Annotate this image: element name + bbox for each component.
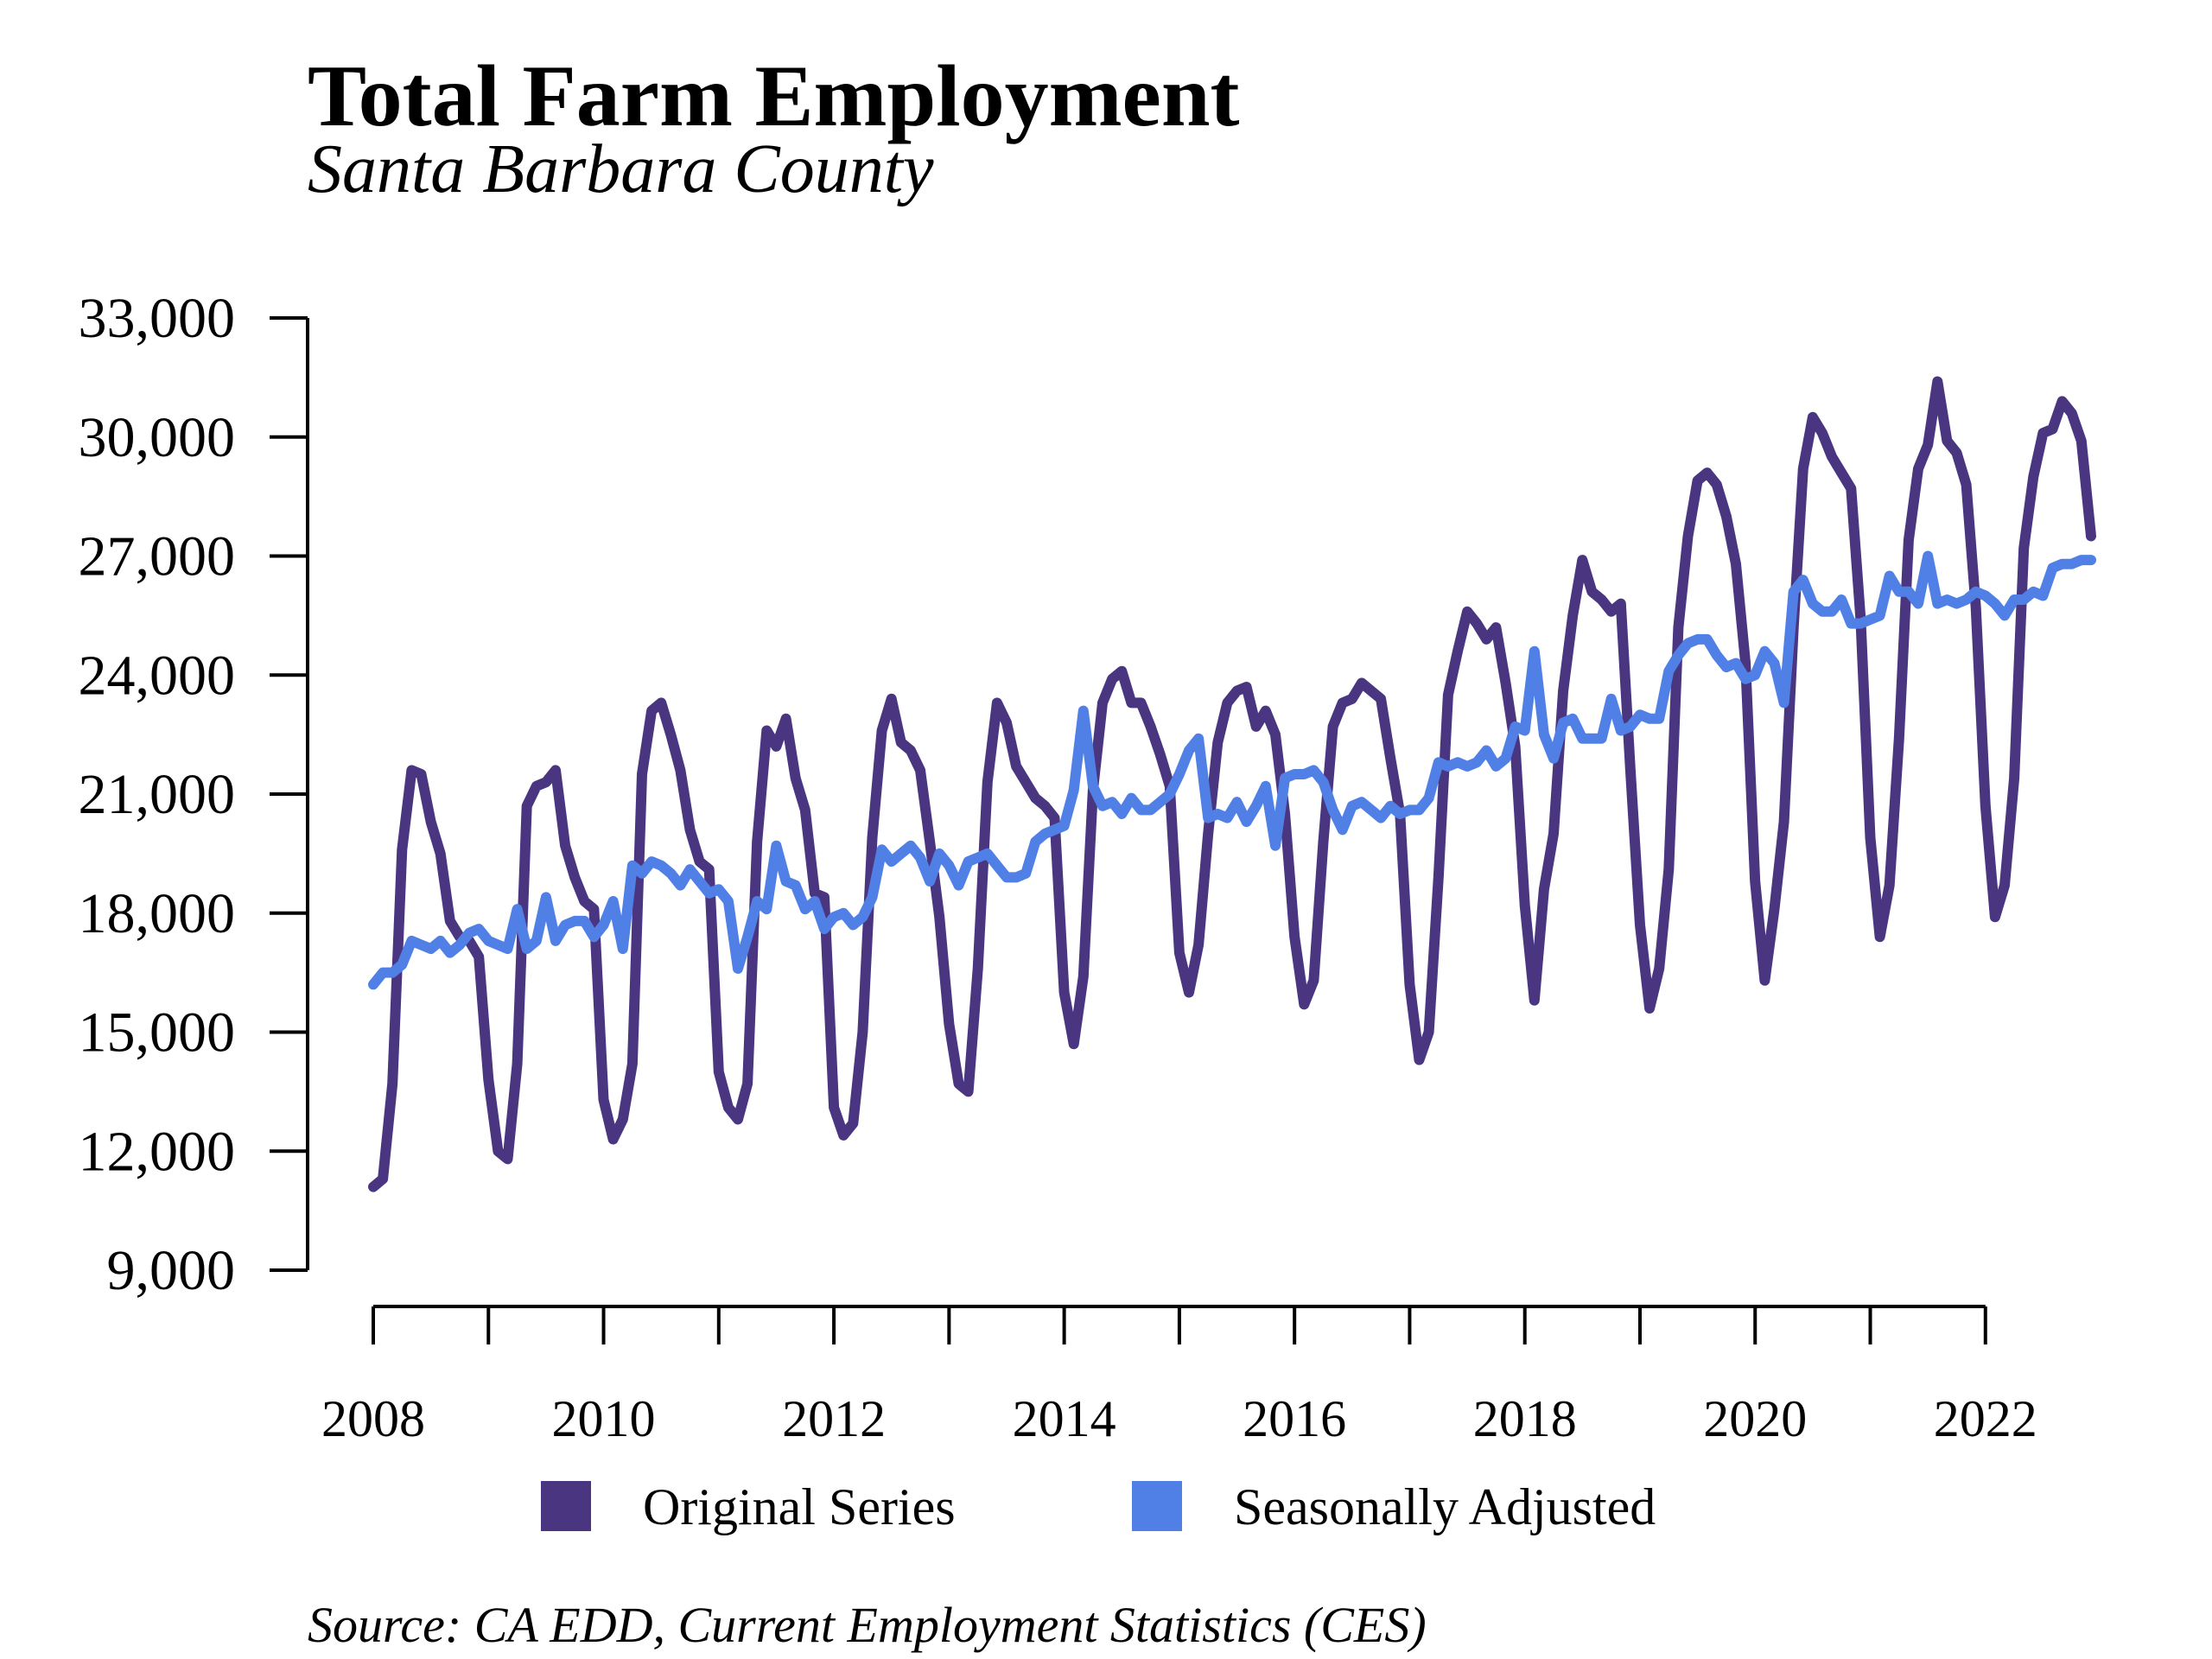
- x-tick-label: 2008: [321, 1390, 425, 1447]
- series-line-original: [368, 376, 2096, 1192]
- x-tick-label: 2010: [552, 1390, 656, 1447]
- x-tick-label: 2012: [782, 1390, 886, 1447]
- legend-label-original: Original Series: [643, 1478, 956, 1535]
- legend-label-seasonal: Seasonally Adjusted: [1234, 1478, 1656, 1535]
- y-tick-label: 24,000: [79, 644, 236, 707]
- chart-title: Total Farm Employment: [308, 48, 1240, 145]
- x-axis: 2008 2010 2012 2014 2016 2018 2020 2022: [321, 1305, 2037, 1447]
- y-tick-label: 33,000: [79, 287, 236, 350]
- y-tick-label: 12,000: [79, 1120, 236, 1183]
- legend: Original Series Seasonally Adjusted: [541, 1478, 1656, 1535]
- x-tick-label: 2014: [1013, 1390, 1116, 1447]
- x-tick-label: 2018: [1473, 1390, 1577, 1447]
- y-tick-label: 15,000: [79, 1001, 236, 1065]
- x-tick-label: 2020: [1703, 1390, 1807, 1447]
- series-line-seasonal: [368, 550, 2096, 990]
- plot-area: [368, 376, 2096, 1192]
- source-note: Source: CA EDD, Current Employment Stati…: [308, 1597, 1427, 1653]
- x-tick-label: 2022: [1934, 1390, 2037, 1447]
- y-tick-label: 30,000: [79, 406, 236, 469]
- x-tick-label: 2016: [1243, 1390, 1346, 1447]
- y-tick-label: 21,000: [79, 763, 236, 826]
- chart-subtitle: Santa Barbara County: [308, 131, 934, 207]
- y-tick-label: 27,000: [79, 525, 236, 588]
- legend-swatch-seasonal: [1132, 1481, 1182, 1531]
- y-axis: 9,000 12,000 15,000 18,000 21,000 24,000 27,00…: [79, 287, 309, 1302]
- y-tick-label: 18,000: [79, 882, 236, 945]
- legend-swatch-original: [541, 1481, 591, 1531]
- y-tick-label: 9,000: [107, 1239, 236, 1302]
